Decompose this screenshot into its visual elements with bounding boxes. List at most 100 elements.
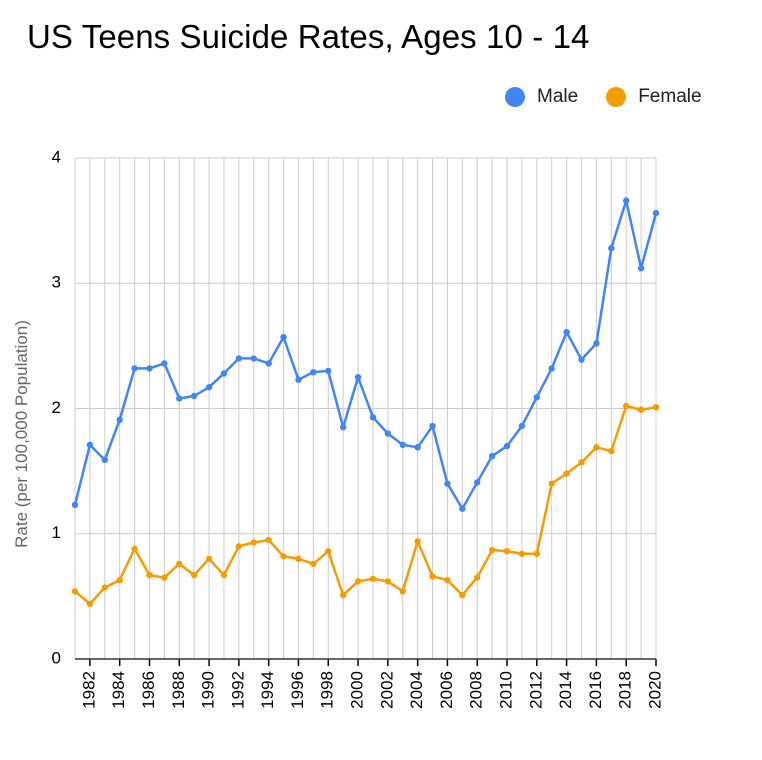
x-tick-label: 2016 [586,671,605,709]
data-point-female [205,555,213,562]
data-point-female [220,571,228,579]
data-point-female [637,406,645,413]
y-tick-label: 1 [52,523,61,542]
data-point-male [190,392,198,400]
data-point-female [429,573,436,580]
data-point-male [131,365,138,372]
x-tick-label: 1998 [318,671,337,709]
data-point-female [131,545,138,552]
data-point-female [608,447,615,455]
data-point-female [444,576,451,584]
x-tick-label: 2018 [616,671,635,709]
data-point-female [190,571,198,579]
data-point-female [593,444,600,451]
data-point-female [71,588,79,595]
data-point-male [503,442,511,450]
data-point-female [414,538,421,545]
data-point-male [86,441,94,449]
data-point-female [518,550,526,557]
axes [75,658,657,666]
data-point-male [608,244,615,252]
data-point-male [623,197,630,204]
legend-label-male: Male [537,86,579,107]
data-point-female [623,402,630,410]
data-point-female [488,546,496,554]
data-point-male [220,370,228,377]
data-point-female [503,548,511,555]
legend: Male Female [505,86,730,108]
data-point-female [86,600,94,608]
data-point-female [265,536,272,544]
data-point-male [399,441,406,449]
data-point-female [295,555,302,562]
x-tick-label: 2006 [437,671,456,709]
data-point-male [146,365,153,372]
legend-marker-female [606,87,627,107]
tick-labels: 0 1 2 3 4 1982 1984 1986 1988 1990 1992 1994 1996 199… [52,147,665,708]
data-point-male [578,356,585,363]
data-point-female [578,459,585,466]
series-line-male [73,199,658,510]
data-point-female [235,543,243,550]
data-point-female [101,584,108,591]
data-point-male [265,360,272,367]
data-point-female [548,480,555,487]
x-tick-label: 2014 [556,671,575,709]
data-point-female [474,574,481,581]
data-point-male [116,416,123,423]
data-point-male [488,452,496,460]
data-point-female [652,404,660,411]
x-tick-label: 1992 [228,671,247,709]
data-point-male [518,422,526,430]
data-point-female [354,578,362,585]
x-tick-label: 2020 [645,671,664,709]
data-point-female [280,553,287,560]
x-tick-label: 2008 [467,671,486,709]
data-point-female [161,574,168,581]
data-point-female [399,588,406,595]
x-tick-label: 1994 [258,671,277,709]
data-point-male [593,340,600,347]
legend-marker-male [505,87,525,107]
data-point-female [459,591,466,599]
y-axis-label: Rate (per 100,000 Population) [12,320,31,548]
x-tick-label: 1996 [288,671,307,709]
legend-item-female: Female [606,86,702,108]
data-point-female [369,575,377,583]
legend-label-female: Female [638,86,702,107]
data-point-female [250,539,257,546]
data-point-female [325,548,332,555]
data-point-male [295,376,302,383]
series-group [71,197,660,608]
data-point-male [637,265,645,272]
data-point-female [533,550,541,557]
data-point-male [339,424,347,431]
data-point-male [354,373,362,381]
data-point-female [310,560,317,568]
data-point-male [161,360,168,367]
data-point-male [414,444,421,451]
data-point-female [176,560,183,568]
chart-title: US Teens Suicide Rates, Ages 10 - 14 [27,18,590,55]
data-point-male [652,209,660,217]
x-tick-label: 1984 [109,671,128,709]
x-tick-label: 2004 [407,671,426,709]
grid [74,157,657,659]
data-point-male [71,501,79,509]
data-point-male [444,480,451,487]
x-tick-label: 2000 [348,671,367,709]
data-point-female [384,578,392,585]
legend-item-male: Male [505,86,578,108]
y-tick-label: 0 [52,648,61,667]
data-point-male [563,328,570,336]
data-point-male [250,355,257,362]
data-point-female [116,576,123,584]
data-point-female [146,571,153,579]
x-tick-label: 2012 [526,671,545,709]
x-tick-label: 1986 [139,671,158,709]
data-point-male [429,422,436,430]
data-point-male [101,456,108,464]
data-point-male [205,384,213,391]
y-tick-label: 3 [52,273,61,292]
